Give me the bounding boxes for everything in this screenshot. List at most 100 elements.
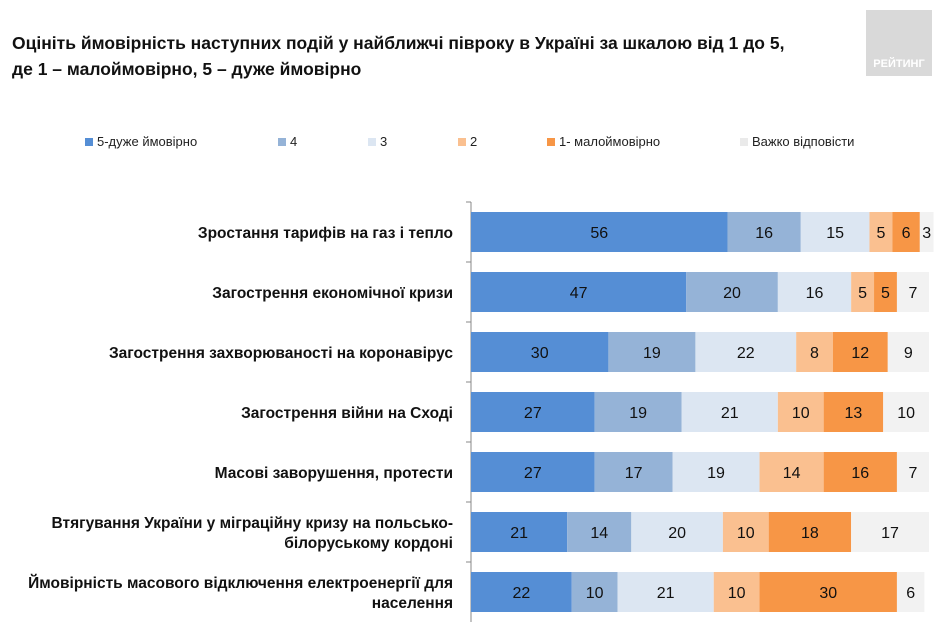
- data-label: 21: [510, 525, 528, 542]
- bar-segment: [823, 392, 884, 432]
- category-label: Загострення економічної кризи: [212, 285, 453, 302]
- bar-segment: [892, 212, 920, 252]
- data-label: 10: [792, 405, 810, 422]
- bar-segment: [471, 212, 728, 252]
- data-label: 14: [590, 525, 608, 542]
- legend-swatch: [458, 137, 466, 146]
- title-line-2: де 1 – малоймовірно, 5 – дуже ймовірно: [12, 59, 362, 79]
- legend: 5-дуже ймовірно 4 3 2 1- малоймовірно Важко в…: [0, 134, 938, 154]
- bar-segment: [471, 272, 687, 312]
- category-label: Масові заворушення, протести: [215, 465, 453, 482]
- bar-segment: [594, 392, 682, 432]
- legend-label: Важко відповісти: [752, 134, 855, 149]
- legend-item: 2: [458, 134, 477, 149]
- data-label: 5: [881, 285, 890, 302]
- bar-segment: [471, 512, 568, 552]
- bar-segment: [796, 332, 833, 372]
- bar-segment: [594, 452, 673, 492]
- data-label: 27: [524, 405, 542, 422]
- data-label: 56: [590, 225, 608, 242]
- title-line-1: Оцініть ймовірність наступних подій у на…: [12, 33, 785, 53]
- bar-segment: [608, 332, 696, 372]
- data-label: 5: [858, 285, 867, 302]
- bar-segment: [869, 212, 893, 252]
- bar-segment: [777, 392, 824, 432]
- category-label: білоруському кордоні: [284, 535, 453, 552]
- legend-label: 4: [290, 134, 298, 149]
- data-label: 6: [902, 225, 911, 242]
- bar-segment: [471, 392, 595, 432]
- legend-item: 4: [278, 134, 297, 149]
- data-label: 21: [657, 585, 675, 602]
- data-label: 9: [904, 345, 913, 362]
- data-label: 10: [586, 585, 604, 602]
- data-label: 21: [721, 405, 739, 422]
- data-label: 19: [707, 465, 725, 482]
- data-label: 22: [512, 585, 530, 602]
- bar-segment: [713, 572, 760, 612]
- legend-swatch: [85, 137, 93, 146]
- rating-logo: РЕЙТИНГ: [866, 10, 932, 76]
- legend-item: Важко відповісти: [740, 134, 854, 149]
- bar-segment: [851, 272, 875, 312]
- bar-segment: [919, 212, 934, 252]
- bar-segment: [768, 512, 852, 552]
- category-label: Зростання тарифів на газ і тепло: [198, 225, 453, 242]
- legend-label: 2: [470, 134, 478, 149]
- bar-segment: [896, 452, 929, 492]
- category-label: Загострення війни на Сході: [241, 405, 453, 422]
- bar-segment: [567, 512, 632, 552]
- chart-title: Оцініть ймовірність наступних подій у на…: [12, 30, 852, 82]
- data-label: 15: [826, 225, 844, 242]
- data-label: 13: [845, 405, 863, 422]
- data-label: 19: [629, 405, 647, 422]
- bar-segment: [471, 452, 595, 492]
- bar-segment: [471, 332, 609, 372]
- data-label: 7: [909, 285, 918, 302]
- legend-item: 1- малоймовірно: [547, 134, 660, 149]
- legend-item: 3: [368, 134, 387, 149]
- category-label: населення: [372, 595, 453, 612]
- bar-segment: [759, 452, 824, 492]
- data-label: 19: [643, 345, 661, 362]
- data-label: 20: [668, 525, 686, 542]
- data-label: 3: [922, 225, 931, 242]
- data-label: 12: [851, 345, 869, 362]
- category-label: Ймовірність масового відключення електро…: [28, 574, 453, 592]
- bar-segment: [883, 392, 929, 432]
- legend-swatch: [368, 137, 376, 146]
- data-label: 17: [625, 465, 643, 482]
- legend-swatch: [740, 137, 748, 146]
- legend-swatch: [278, 137, 286, 146]
- bar-segment: [727, 212, 801, 252]
- data-label: 7: [909, 465, 918, 482]
- bar-segment: [617, 572, 714, 612]
- bar-segment: [571, 572, 618, 612]
- data-label: 27: [524, 465, 542, 482]
- data-label: 5: [876, 225, 885, 242]
- bar-segment: [672, 452, 760, 492]
- data-label: 14: [783, 465, 801, 482]
- bar-segment: [471, 572, 572, 612]
- bar-segment: [832, 332, 888, 372]
- legend-item: 5-дуже ймовірно: [85, 134, 197, 149]
- bar-segment: [896, 272, 929, 312]
- legend-label: 1- малоймовірно: [559, 134, 661, 149]
- bar-segment: [722, 512, 769, 552]
- data-label: 20: [723, 285, 741, 302]
- bar-segment: [681, 392, 778, 432]
- legend-label: 3: [380, 134, 388, 149]
- legend-label: 5-дуже ймовірно: [97, 134, 198, 149]
- data-label: 10: [737, 525, 755, 542]
- data-label: 16: [851, 465, 869, 482]
- bar-segment: [823, 452, 897, 492]
- data-label: 8: [810, 345, 819, 362]
- data-label: 16: [755, 225, 773, 242]
- data-label: 22: [737, 345, 755, 362]
- bar-segment: [896, 572, 925, 612]
- bar-segment: [887, 332, 929, 372]
- data-label: 16: [806, 285, 824, 302]
- data-label: 47: [570, 285, 588, 302]
